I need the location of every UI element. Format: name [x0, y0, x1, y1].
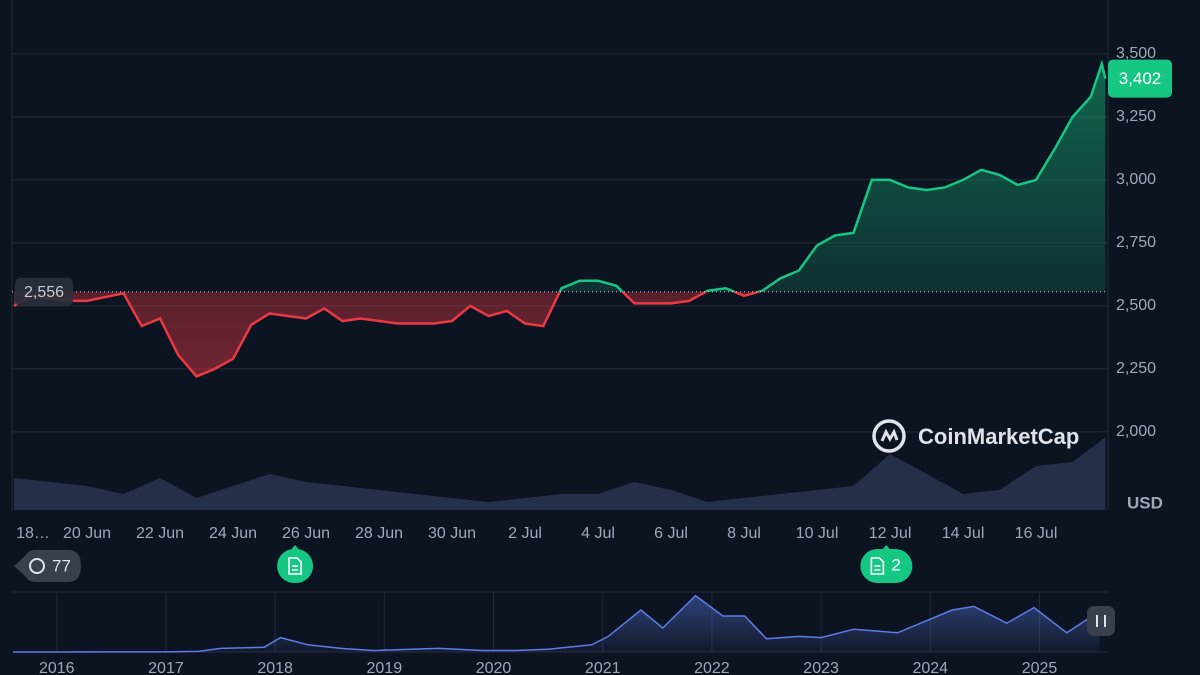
history-count: 77	[52, 556, 71, 575]
x-tick-label: 2021	[585, 660, 621, 675]
overview-area	[13, 595, 1100, 652]
reference-label: 2,556	[24, 284, 64, 301]
x-tick-label: 14 Jul	[942, 525, 985, 542]
reference-tag	[15, 277, 73, 306]
history-badge[interactable]: 77	[14, 550, 81, 582]
x-tick-label: 26 Jun	[282, 525, 330, 542]
x-tick-label: 2018	[257, 660, 293, 675]
x-tick-label: 2017	[148, 660, 184, 675]
event-icon	[870, 557, 885, 575]
x-tick-label: 6 Jul	[654, 525, 688, 542]
price-area-down	[14, 291, 1106, 377]
last-price-tag	[1108, 59, 1172, 98]
x-tick-label: 24 Jun	[209, 525, 257, 542]
history-icon	[29, 558, 45, 574]
x-tick-label: 30 Jun	[428, 525, 476, 542]
y-tick-label: 3,000	[1116, 171, 1156, 188]
last-price-label: 3,402	[1119, 69, 1162, 88]
x-tick-label: 12 Jul	[869, 525, 912, 542]
x-tick-label: 2023	[803, 660, 839, 675]
event-badge[interactable]: 2	[860, 545, 913, 583]
x-tick-label: 22 Jun	[136, 525, 184, 542]
x-tick-label: 10 Jul	[796, 525, 839, 542]
watermark: CoinMarketCap	[918, 424, 1079, 449]
y-tick-label: 2,750	[1116, 234, 1156, 251]
x-tick-label: 28 Jun	[355, 525, 403, 542]
volume-area	[14, 437, 1106, 510]
x-tick-label: 2020	[476, 660, 512, 675]
overview-line	[13, 594, 1100, 653]
y-tick-label: 3,250	[1116, 108, 1156, 125]
badge-bg	[14, 550, 81, 582]
x-tick-label: 8 Jul	[727, 525, 761, 542]
watermark-logo	[872, 419, 906, 453]
x-tick-label: 2025	[1022, 660, 1058, 675]
event-badge[interactable]	[277, 545, 314, 583]
x-tick-label: 2016	[39, 660, 75, 675]
range-handle[interactable]	[1087, 606, 1115, 636]
y-tick-label: 2,000	[1116, 423, 1156, 440]
y-tick-label: 2,250	[1116, 360, 1156, 377]
handle-bg	[1087, 606, 1115, 636]
price-line-up	[558, 59, 1107, 292]
event-count: 2	[891, 555, 900, 574]
x-tick-label: 2024	[912, 660, 948, 675]
price-area-up	[559, 64, 1106, 292]
x-tick-label: 2 Jul	[508, 525, 542, 542]
event-icon	[288, 557, 302, 575]
y-tick-label: 3,500	[1116, 45, 1156, 62]
x-tick-label: 2022	[694, 660, 730, 675]
x-tick-label: 20 Jun	[63, 525, 111, 542]
x-tick-label: 16 Jul	[1015, 525, 1058, 542]
price-line-down	[13, 291, 764, 378]
y-tick-label: 2,500	[1116, 297, 1156, 314]
event-bg	[860, 549, 913, 583]
x-tick-label: 18…	[16, 525, 50, 542]
x-tick-label: 4 Jul	[581, 525, 615, 542]
x-tick-label: 2019	[367, 660, 403, 675]
currency-label: USD	[1127, 493, 1163, 512]
